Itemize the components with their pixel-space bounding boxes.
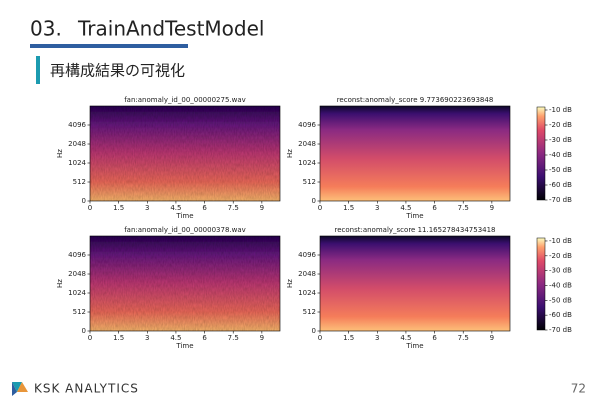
x-tick-label: 4.5: [400, 334, 411, 342]
colorbar-tick-label: -30 dB: [549, 136, 572, 144]
section-bar: [36, 56, 40, 84]
y-tick-label: 4096: [68, 121, 86, 129]
y-tick-label: 1024: [68, 159, 86, 167]
x-tick-label: 3: [145, 204, 149, 212]
title-underline: [30, 44, 188, 48]
y-axis-label: Hz: [286, 279, 294, 288]
plot-frame: [89, 105, 281, 202]
x-tick-label: 6: [432, 334, 437, 342]
colorbar-tick-label: -10 dB: [549, 106, 572, 114]
y-tick-label: 4096: [298, 121, 316, 129]
y-tick-label: 1024: [298, 289, 316, 297]
x-tick-label: 0: [88, 204, 92, 212]
x-tick-label: 7.5: [228, 334, 239, 342]
y-tick-label: 2048: [298, 140, 316, 148]
panel-title: reconst:anomaly_score 11.165278434753418: [334, 226, 495, 234]
x-tick-label: 6: [202, 334, 207, 342]
colorbar-tick-label: -20 dB: [549, 252, 572, 260]
y-axis-label: Hz: [286, 149, 294, 158]
x-tick-label: 0: [318, 334, 322, 342]
x-tick-label: 9: [260, 204, 264, 212]
x-tick-label: 3: [375, 204, 379, 212]
y-tick-label: 512: [73, 178, 86, 186]
x-tick-label: 4.5: [170, 334, 181, 342]
x-axis-label: Time: [405, 342, 423, 350]
colorbar-tick-label: -50 dB: [549, 166, 572, 174]
y-tick-label: 0: [82, 197, 86, 205]
colorbar-tick-label: -60 dB: [549, 311, 572, 319]
logo: KSK ANALYTICS: [12, 382, 139, 396]
x-tick-label: 7.5: [228, 204, 239, 212]
y-axis-label: Hz: [56, 149, 64, 158]
y-tick-label: 0: [312, 327, 316, 335]
x-tick-label: 4.5: [400, 204, 411, 212]
y-tick-label: 512: [303, 308, 316, 316]
colorbar-tick-label: -10 dB: [549, 237, 572, 245]
panel-title: fan:anomaly_id_00_00000378.wav: [124, 226, 246, 234]
spectrogram: [320, 106, 510, 201]
x-tick-label: 7.5: [458, 204, 469, 212]
colorbar-tick-label: -20 dB: [549, 121, 572, 129]
x-tick-label: 6: [202, 204, 207, 212]
spectrogram: [90, 236, 280, 331]
y-tick-label: 2048: [68, 140, 86, 148]
x-tick-label: 9: [260, 334, 264, 342]
x-tick-label: 9: [490, 334, 494, 342]
colorbar-tick-label: -60 dB: [549, 181, 572, 189]
x-tick-label: 3: [145, 334, 149, 342]
x-tick-label: 3: [375, 334, 379, 342]
y-tick-label: 2048: [68, 270, 86, 278]
x-tick-label: 7.5: [458, 334, 469, 342]
x-tick-label: 9: [490, 204, 494, 212]
x-tick-label: 6: [432, 204, 437, 212]
y-tick-label: 1024: [68, 289, 86, 297]
colorbar-tick-label: -40 dB: [549, 151, 572, 159]
x-axis-label: Time: [405, 212, 423, 220]
panel-title: fan:anomaly_id_00_00000275.wav: [124, 96, 246, 104]
x-tick-label: 1.5: [113, 334, 124, 342]
x-tick-label: 1.5: [113, 204, 124, 212]
x-tick-label: 1.5: [343, 334, 354, 342]
colorbar-tick-label: -30 dB: [549, 267, 572, 275]
y-tick-label: 0: [82, 327, 86, 335]
y-tick-label: 2048: [298, 270, 316, 278]
y-tick-label: 512: [303, 178, 316, 186]
plot-frame: [89, 235, 281, 332]
logo-text: KSK ANALYTICS: [34, 382, 139, 396]
y-axis-label: Hz: [56, 279, 64, 288]
section-title: 再構成結果の可視化: [50, 62, 185, 80]
plot-frame: [319, 105, 511, 202]
colorbar-tick-label: -70 dB: [549, 196, 572, 204]
colorbar-tick-label: -70 dB: [549, 326, 572, 334]
y-tick-label: 4096: [68, 251, 86, 259]
x-tick-label: 1.5: [343, 204, 354, 212]
y-tick-label: 0: [312, 197, 316, 205]
y-tick-label: 512: [73, 308, 86, 316]
colorbar-tick-label: -50 dB: [549, 296, 572, 304]
x-tick-label: 4.5: [170, 204, 181, 212]
panel-title: reconst:anomaly_score 9.773690223693848: [337, 96, 494, 104]
colorbar: [536, 237, 546, 331]
spectrogram: [90, 106, 280, 201]
spectrogram: [320, 236, 510, 331]
colorbar-tick-label: -40 dB: [549, 281, 572, 289]
x-tick-label: 0: [318, 204, 322, 212]
y-tick-label: 1024: [298, 159, 316, 167]
slide-title: TrainAndTestModel: [77, 17, 264, 41]
section-number: 03.: [30, 17, 62, 41]
x-axis-label: Time: [175, 342, 193, 350]
x-axis-label: Time: [175, 212, 193, 220]
plot-frame: [319, 235, 511, 332]
page-number: 72: [571, 382, 586, 396]
x-tick-label: 0: [88, 334, 92, 342]
y-tick-label: 4096: [298, 251, 316, 259]
colorbar: [536, 106, 546, 201]
